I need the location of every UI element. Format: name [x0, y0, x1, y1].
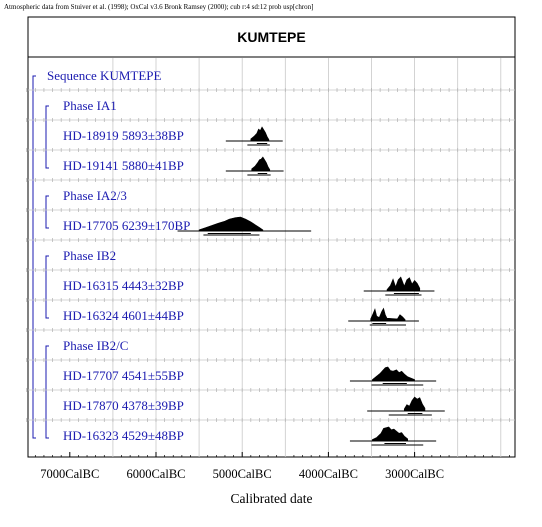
- phase-bracket: [45, 255, 49, 319]
- x-tick-label: 4000CalBC: [299, 467, 358, 481]
- date-label: HD-16315 4443±32BP: [63, 278, 184, 293]
- date-row: HD-16323 4529±48BP: [63, 426, 437, 446]
- date-label: HD-16323 4529±48BP: [63, 428, 184, 443]
- probability-distribution: [370, 307, 406, 322]
- x-tick-label: 7000CalBC: [40, 467, 99, 481]
- phase-row: Phase IB2/C: [63, 338, 128, 353]
- date-row: HD-17705 6239±170BP: [63, 216, 312, 236]
- phase-bracket: [45, 345, 49, 439]
- sequence-bracket: [32, 75, 36, 439]
- sequence-label: Sequence KUMTEPE: [47, 68, 162, 83]
- date-row: HD-17870 4378±39BP: [63, 396, 445, 416]
- date-label: HD-19141 5880±41BP: [63, 158, 184, 173]
- citation-text: Atmospheric data from Stuiver et al. (19…: [4, 3, 314, 11]
- phase-row: Phase IA1: [63, 98, 117, 113]
- phase-label: Phase IB2: [63, 248, 116, 263]
- date-label: HD-17870 4378±39BP: [63, 398, 184, 413]
- date-row: HD-17707 4541±55BP: [63, 366, 437, 386]
- date-label: HD-16324 4601±44BP: [63, 308, 184, 323]
- date-row: HD-16324 4601±44BP: [63, 307, 419, 326]
- phase-label: Phase IA1: [63, 98, 117, 113]
- phase-row: Phase IB2: [63, 248, 116, 263]
- plot-frame: [27, 16, 516, 458]
- phase-label: Phase IB2/C: [63, 338, 128, 353]
- date-label: HD-17707 4541±55BP: [63, 368, 184, 383]
- phase-label: Phase IA2/3: [63, 188, 127, 203]
- date-row: HD-16315 4443±32BP: [63, 276, 435, 296]
- chart-title: KUMTEPE: [237, 29, 305, 45]
- x-tick-label: 3000CalBC: [385, 467, 444, 481]
- date-label: HD-18919 5893±38BP: [63, 128, 184, 143]
- probability-distribution: [251, 156, 271, 172]
- probability-distribution: [372, 366, 415, 382]
- probability-distribution: [386, 276, 421, 292]
- x-axis-title: Calibrated date: [230, 491, 312, 506]
- phase-bracket: [45, 105, 49, 169]
- date-row: HD-18919 5893±38BP: [63, 126, 283, 146]
- probability-distribution: [372, 426, 409, 442]
- probability-distribution: [250, 126, 270, 142]
- sequence-row: Sequence KUMTEPE: [47, 68, 162, 83]
- phase-bracket: [45, 195, 49, 229]
- x-tick-label: 6000CalBC: [126, 467, 185, 481]
- probability-distribution: [198, 216, 264, 232]
- date-row: HD-19141 5880±41BP: [63, 156, 284, 176]
- probability-distribution: [403, 396, 426, 412]
- x-tick-label: 5000CalBC: [213, 467, 272, 481]
- phase-row: Phase IA2/3: [63, 188, 127, 203]
- date-label: HD-17705 6239±170BP: [63, 218, 190, 233]
